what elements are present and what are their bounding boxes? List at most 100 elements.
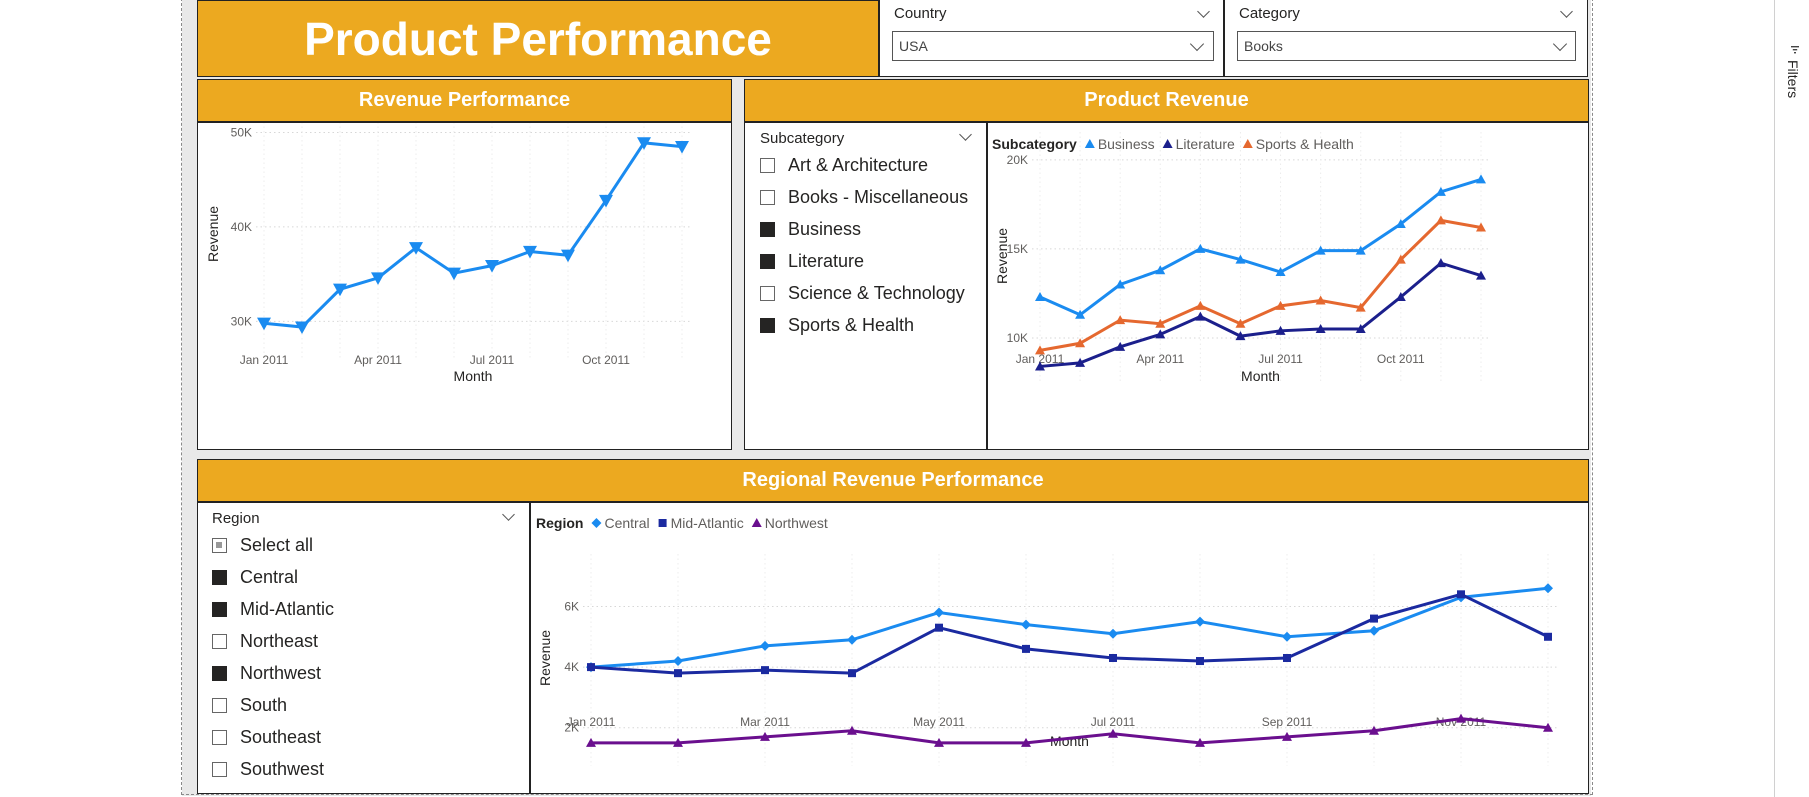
data-point <box>1021 619 1031 630</box>
data-point <box>1435 258 1446 268</box>
data-point <box>1369 625 1379 636</box>
data-point <box>485 260 499 273</box>
data-point <box>1075 338 1086 348</box>
filters-pane-label[interactable]: Filters <box>1785 60 1801 99</box>
category-filter-label: Category <box>1239 5 1300 22</box>
checkbox[interactable] <box>760 222 775 237</box>
series-line <box>1039 218 1482 352</box>
y-axis-title: Revenue <box>537 630 553 686</box>
x-tick-label: Apr 2011 <box>1136 352 1184 366</box>
y-tick-label: 15K <box>1007 242 1028 256</box>
region-item[interactable]: Mid-Atlantic <box>212 599 334 620</box>
product-revenue-line-chart: 10K 15K 20K Jan 2011 Apr 2011 Jul 2011 Oct 201… <box>992 132 1491 384</box>
region-item[interactable]: Central <box>212 567 298 588</box>
series-line <box>590 586 1549 669</box>
data-point <box>934 607 944 618</box>
data-point <box>1035 291 1045 301</box>
checkbox[interactable] <box>212 666 227 681</box>
product-revenue-title: Product Revenue <box>1084 89 1249 111</box>
series-line <box>590 592 1549 675</box>
country-dropdown[interactable]: USA <box>892 31 1214 61</box>
data-point <box>1355 245 1366 255</box>
checkbox[interactable] <box>212 634 227 649</box>
subcategory-item-label: Business <box>788 219 862 239</box>
subcategory-item[interactable]: Books - Miscellaneous <box>760 187 968 208</box>
chevron-down-icon[interactable] <box>1197 5 1210 18</box>
chevron-down-icon <box>1552 36 1568 52</box>
data-point <box>675 141 689 154</box>
checkbox[interactable] <box>212 602 227 617</box>
chevron-down-icon[interactable] <box>1560 5 1573 18</box>
region-item[interactable]: Select all <box>212 535 313 556</box>
y-axis-title: Revenue <box>205 206 221 262</box>
filter-icon <box>1791 41 1799 54</box>
checkbox[interactable] <box>760 254 775 269</box>
data-point <box>1155 265 1166 275</box>
checkbox[interactable] <box>212 538 227 553</box>
checkbox[interactable] <box>760 158 775 173</box>
x-tick-label: Apr 2011 <box>354 353 402 367</box>
subcategory-item[interactable]: Art & Architecture <box>760 155 928 176</box>
category-dropdown[interactable]: Books <box>1237 31 1576 61</box>
checkbox[interactable] <box>760 190 775 205</box>
data-point <box>1543 722 1553 732</box>
x-tick-label: Oct 2011 <box>1377 352 1425 366</box>
subcategory-item-label: Literature <box>788 251 865 271</box>
y-tick-label: 50K <box>231 125 252 139</box>
data-point <box>1476 270 1486 280</box>
checkbox[interactable] <box>212 570 227 585</box>
data-point <box>1315 295 1326 305</box>
data-point <box>1195 616 1205 627</box>
region-item-label: Northeast <box>240 631 319 651</box>
data-point <box>599 194 613 208</box>
region-item[interactable]: South <box>212 695 287 716</box>
data-point <box>1108 628 1118 639</box>
data-point <box>1476 174 1486 184</box>
legend-item: Northwest <box>765 515 828 531</box>
data-point <box>847 634 857 645</box>
data-point <box>673 737 683 747</box>
x-tick-label: Sep 2011 <box>1262 715 1313 729</box>
legend-title: Subcategory <box>992 136 1077 152</box>
series-line <box>1039 177 1482 317</box>
regional-revenue-header: Regional Revenue Performance <box>197 459 1589 502</box>
data-point <box>761 666 769 675</box>
region-item[interactable]: Northwest <box>212 663 321 684</box>
x-tick-label: Jan 2011 <box>567 715 616 729</box>
data-point <box>1315 245 1326 255</box>
series-line <box>591 717 1549 745</box>
legend-item: Mid-Atlantic <box>671 515 744 531</box>
x-tick-label: Oct 2011 <box>582 353 630 367</box>
data-point <box>637 137 651 150</box>
region-item[interactable]: Northeast <box>212 631 318 652</box>
data-point <box>586 737 596 747</box>
subcategory-item[interactable]: Literature <box>760 251 864 272</box>
region-item[interactable]: Southwest <box>212 759 324 780</box>
chevron-down-icon[interactable] <box>502 508 515 521</box>
checkbox[interactable] <box>212 762 227 777</box>
canvas-border <box>181 0 1593 795</box>
region-item[interactable]: Southeast <box>212 727 321 748</box>
y-tick-label: 40K <box>231 220 252 234</box>
data-point <box>1035 361 1045 371</box>
page-title-banner: Product Performance <box>197 0 879 77</box>
checkbox[interactable] <box>760 286 775 301</box>
data-point <box>1283 654 1291 662</box>
checkbox[interactable] <box>212 698 227 713</box>
chevron-down-icon[interactable] <box>959 128 972 141</box>
data-point <box>1544 632 1552 641</box>
data-point <box>1395 218 1406 228</box>
subcategory-item[interactable]: Sports & Health <box>760 315 914 336</box>
filters-pane[interactable]: Filters <box>1774 0 1809 797</box>
subcategory-item[interactable]: Science & Technology <box>760 283 965 304</box>
regional-revenue-visual: 2K 4K 6K Jan 2011 Mar 2011 May 2011 Jul 2011 Se… <box>530 502 1589 794</box>
data-point <box>1075 309 1086 319</box>
legend-item: Sports & Health <box>1256 136 1354 152</box>
region-item-label: Northwest <box>240 663 322 683</box>
checkbox[interactable] <box>760 318 775 333</box>
revenue-line-chart: 30K 40K 50K Jan 2011 Apr 2011 Jul 2011 Oct 201… <box>205 123 692 384</box>
subcategory-item[interactable]: Business <box>760 219 861 240</box>
region-item-label: Select all <box>240 535 314 555</box>
checkbox[interactable] <box>212 730 227 745</box>
data-point <box>409 242 423 255</box>
